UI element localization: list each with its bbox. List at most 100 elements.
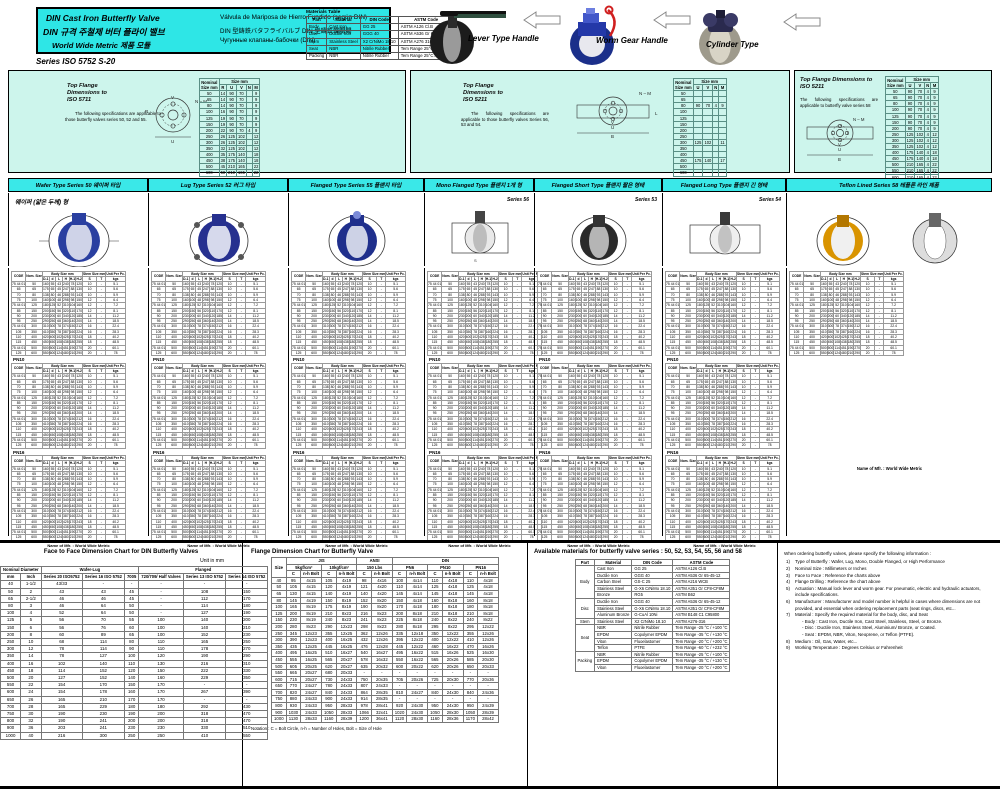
cell: 250 (271, 629, 287, 638)
table-row: 110 400 420 400 102 425 170 243 18-40.2 (150, 334, 266, 341)
valve-type-header-0[interactable]: Wafer Type Series 50 웨이퍼 타입 (8, 178, 148, 192)
cell-code: 75 44 01 (664, 486, 681, 494)
cell: 170 (215, 399, 223, 407)
table-row: 75 44 01 300 310 300 78 374 150 212 16-22.4 (664, 415, 780, 423)
cell: 127 (40, 674, 83, 683)
cell: 150 (594, 507, 603, 515)
cell: 16 (221, 507, 238, 515)
cell: 300 (464, 507, 473, 515)
cell: 16 (361, 328, 378, 336)
cell-nom-size: 125 (441, 486, 459, 494)
th-H-1: H-1 (594, 368, 603, 375)
cell: 550 (0, 681, 22, 690)
cell-code: 95 (536, 318, 553, 325)
valve-type-header-3[interactable]: Mono Flanged Type 플랜지 1개 형 (424, 178, 534, 192)
cell: 200 (75, 410, 83, 417)
cell: 5.1 (759, 465, 780, 472)
table-row: 100 90 70 4 9 (885, 106, 939, 114)
cell: 100 (702, 481, 711, 488)
valve-type-header-4[interactable]: Flanged Short Type 플랜지 짧은 형태 (534, 178, 662, 192)
cell: 78 (40, 645, 83, 654)
th-T: T (376, 275, 387, 283)
table-row: Carbon Steel GS-C 25 ASTM A216 WCB (575, 578, 731, 586)
cell: 430 (225, 702, 269, 712)
cell-nom-size: 500 (305, 344, 323, 351)
cell: 18 (81, 523, 98, 531)
cell-nom-size: 450 (25, 339, 43, 346)
cell: 298 (478, 296, 486, 304)
table-row: 110 400 420 400 102 425 170 243 18-40.2 (150, 518, 266, 525)
cell: 12x22 (477, 622, 499, 631)
cell: 40.2 (759, 426, 780, 433)
cell: 240 (427, 616, 443, 624)
cell: 28.3 (105, 328, 126, 336)
cell: 170 (729, 399, 737, 407)
cell: 105 (321, 576, 337, 585)
cell: 451 (342, 344, 350, 351)
cell-code: 75 (426, 389, 443, 396)
cell-code: 95 (536, 410, 553, 417)
cell: 150 (328, 399, 337, 407)
valve-type-header-6[interactable]: Teflon Lined Series 58 테플론 라인 제품 (786, 178, 992, 192)
cell-nom-size: 300 (25, 415, 43, 423)
cell: - (750, 486, 761, 494)
table-row: 115 450 450 450 108 438 180 255 18-48.5 (536, 339, 652, 346)
cell: 4x15 (300, 576, 322, 585)
cell: - (376, 470, 387, 478)
cell: 10 (81, 470, 98, 478)
cell: 150 (464, 307, 473, 314)
cell: ASTM A536 Gr 65-45-12 (672, 571, 731, 580)
cell: - (622, 518, 633, 525)
cell: 4x18 (477, 576, 499, 585)
cell: - (874, 328, 885, 336)
cell: 165 (285, 603, 302, 611)
cell-nom-size: 450 (441, 339, 459, 346)
cell-nom-size: 350 (679, 420, 697, 428)
cell: 500 (574, 436, 583, 444)
table-row: 110 400 420 400 102 425 170 243 18-40.2 (426, 334, 542, 341)
cell: 12 (607, 389, 624, 396)
table-row: 105 350 410 350 78 387 160 224 16-28.3 (664, 420, 780, 428)
cell: 10 (607, 470, 624, 478)
table-row: 105 350 410 350 78 387 160 224 16-28.3 (536, 328, 652, 336)
cell: 160 (208, 420, 217, 428)
cell: 50 (271, 583, 287, 591)
cell: 48.5 (105, 431, 126, 438)
cell: 28x41 (370, 702, 393, 710)
cell: 10 (81, 281, 98, 288)
cell: 100 (464, 296, 473, 304)
cell: 298 (202, 296, 210, 304)
cell: 190 (594, 436, 603, 444)
cell-code: 75 44 01 (426, 373, 443, 380)
cell: 650 (271, 682, 287, 690)
cell: 4x20 (370, 589, 393, 598)
cell: 288 (62, 291, 70, 299)
cell: - (622, 420, 633, 428)
cell: 10 (497, 470, 514, 478)
cell: 210 (484, 442, 493, 449)
cell: 108 (335, 523, 343, 531)
table-row: 750 880 24x33 900 24x33 914 28x35- - - - - - (271, 695, 499, 704)
valve-type-header-1[interactable]: Lug Type Series 52 러그 타입 (148, 178, 288, 192)
cell: 16 (859, 328, 876, 336)
th-M: M (930, 82, 939, 90)
valve-type-header-5[interactable]: Flanged Long Type 플랜지 긴 형태 (662, 178, 786, 192)
cell: 28.3 (631, 513, 652, 520)
cell: 1200 (356, 715, 372, 723)
cell: 140 (722, 318, 731, 325)
cell: 10 (221, 373, 238, 380)
valve-type-header-2[interactable]: Flanged Type Series 55 플랜지 타입 (288, 178, 424, 192)
table-row: 95 250 290 250 68 360 140 200 14-18.5 (426, 410, 542, 417)
cell: 320 (342, 307, 350, 314)
cell-code: 90 (536, 312, 553, 320)
cell: 18 (497, 523, 514, 531)
cell: 6.4 (631, 481, 652, 488)
cell: Tem Range -20 °C / +200 °C (672, 637, 731, 646)
cell: - (750, 426, 761, 433)
maker-note-1: Name of Mfr. : World Wide Metric (187, 542, 250, 548)
cell-code: 75 44 01 (788, 344, 805, 351)
flange-dimension-table: Size JIS ANSI DIN 5kgf/cm² 10kgf/cm² 150 L… (271, 557, 499, 723)
cell: 124 (709, 349, 717, 357)
pn-block-PN6: CODE Nom. Size Body Size mm Stem Size mm Uni… (536, 270, 660, 357)
th-nh-bolt: n-h Bolt (477, 570, 499, 578)
